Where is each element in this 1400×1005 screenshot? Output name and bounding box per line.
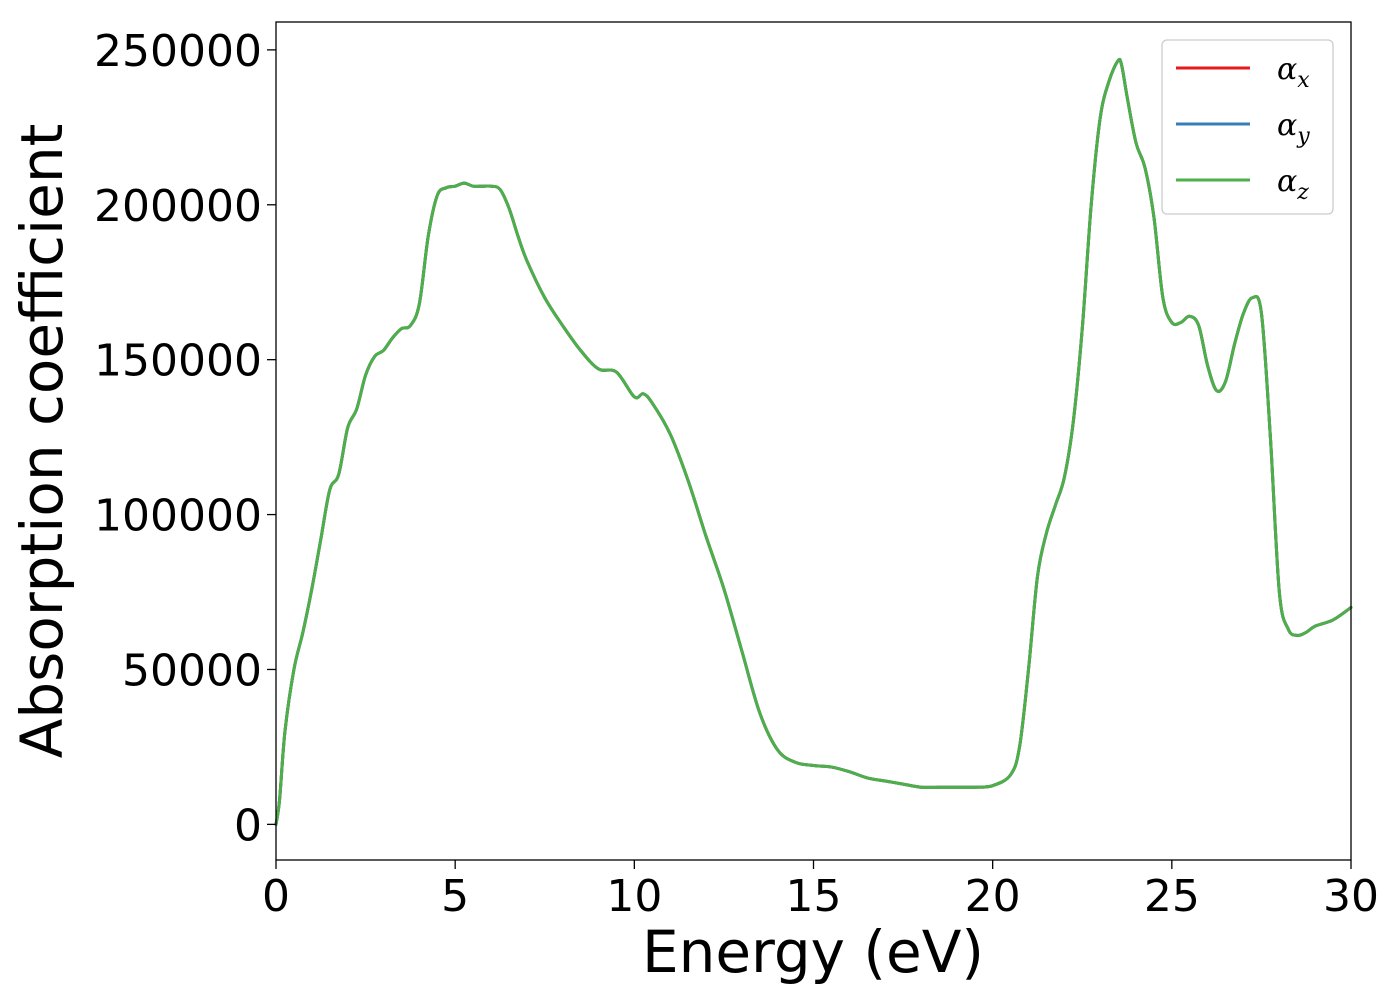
x-tick-label: 25 (1144, 871, 1200, 922)
x-tick-label: 0 (262, 871, 290, 922)
y-tick-label: 150000 (94, 336, 262, 387)
y-tick-label: 0 (234, 800, 262, 851)
legend-label-x: αx (1277, 52, 1310, 93)
y-tick-label: 50000 (122, 645, 262, 696)
x-axis-label: Energy (eV) (642, 918, 984, 986)
legend-label-y: αy (1277, 108, 1310, 149)
y-tick-label: 100000 (94, 491, 262, 542)
x-tick-label: 30 (1323, 871, 1379, 922)
legend-box (1161, 39, 1334, 215)
y-axis-label: Absorption coefficient (8, 124, 76, 759)
x-tick-label: 5 (441, 871, 469, 922)
x-tick-label: 20 (965, 871, 1021, 922)
y-tick-label: 200000 (94, 181, 262, 232)
legend-label-z: αz (1277, 164, 1309, 205)
x-tick-label: 15 (786, 871, 842, 922)
y-axis-ticks: 0 50000 100000 150000 200000 250000 (94, 26, 276, 851)
x-axis-ticks: 0 5 10 15 20 25 30 (262, 860, 1379, 922)
legend: αx αy αz (1161, 39, 1334, 215)
series-line-z (274, 57, 1353, 826)
y-tick-label: 250000 (94, 26, 262, 77)
plot-layer (274, 57, 1353, 826)
x-tick-label: 10 (606, 871, 662, 922)
